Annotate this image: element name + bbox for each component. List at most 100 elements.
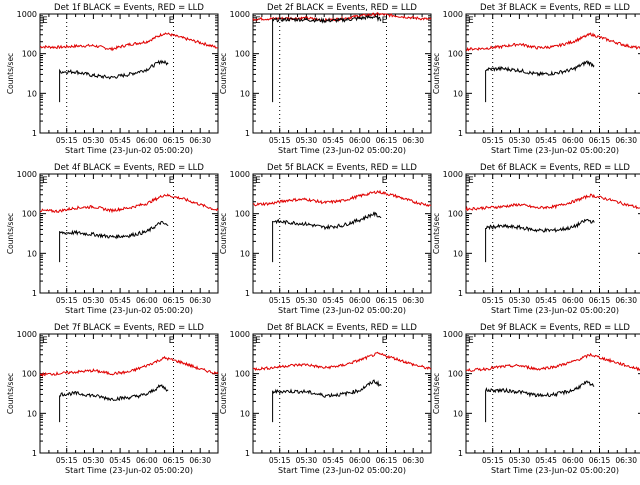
x-tick-label: 05:30 [83,456,105,465]
chart-title: Det 4f BLACK = Events, RED = LLD [54,163,204,173]
y-tick-label: 1 [245,129,250,138]
y-tick-label: 1 [32,449,37,458]
y-tick-label: 100 [235,370,250,379]
y-axis-label: Counts/sec [219,213,228,254]
flag-label: E [382,16,388,26]
y-tick-label: 100 [448,50,463,59]
x-axis-label: Start Time (23-Jun-02 05:00:20) [491,146,619,155]
x-tick-label: 06:00 [349,136,371,145]
x-axis-label: Start Time (23-Jun-02 05:00:20) [65,306,193,315]
events-series-line [272,379,382,423]
x-tick-label: 06:30 [615,136,637,145]
x-tick-label: 05:15 [482,456,504,465]
flag-label: E [169,176,175,186]
flag-label: E [468,176,474,186]
x-tick-label: 05:30 [296,296,318,305]
y-axis-label: Counts/sec [6,53,15,94]
y-tick-label: 10 [453,249,463,258]
chart-panel-9: Det 9f BLACK = Events, RED = LLD 1 10 100 10… [432,323,640,475]
y-tick-label: 10 [27,89,37,98]
chart-panel-3: Det 3f BLACK = Events, RED = LLD 1 10 100 10… [432,3,640,155]
y-tick-label: 100 [22,50,37,59]
x-tick-label: 05:15 [269,296,291,305]
y-axis-label: Counts/sec [219,373,228,414]
x-tick-label: 06:15 [163,456,185,465]
x-tick-label: 05:45 [322,296,344,305]
x-tick-label: 06:15 [163,296,185,305]
x-tick-label: 05:30 [83,136,105,145]
x-tick-label: 05:45 [322,136,344,145]
events-series-line [59,384,169,423]
x-tick-label: 06:30 [402,136,424,145]
y-axis-label: Counts/sec [432,213,441,254]
x-tick-label: 06:00 [136,456,158,465]
x-axis-label: Start Time (23-Jun-02 05:00:20) [65,146,193,155]
chart-panel-6: Det 6f BLACK = Events, RED = LLD 1 10 100 10… [432,163,640,315]
chart-panel-4: Det 4f BLACK = Events, RED = LLD 1 10 100 10… [6,163,219,315]
y-tick-label: 100 [22,210,37,219]
y-tick-label: 1 [458,129,463,138]
chart-title: Det 7f BLACK = Events, RED = LLD [54,323,204,333]
flag-label: E [42,336,48,346]
plot-frame [465,173,640,294]
chart-title: Det 6f BLACK = Events, RED = LLD [480,163,630,173]
x-tick-label: 05:30 [509,456,531,465]
flag-label: E [595,336,601,346]
plot-frame [252,173,432,294]
x-axis-label: Start Time (23-Jun-02 05:00:20) [491,306,619,315]
flag-label: E [468,16,474,26]
x-axis-label: Start Time (23-Jun-02 05:00:20) [278,466,406,475]
x-tick-label: 05:15 [56,296,78,305]
flag-label: E [42,16,48,26]
y-tick-label: 100 [235,50,250,59]
chart-title: Det 2f BLACK = Events, RED = LLD [267,3,417,13]
y-tick-label: 10 [240,89,250,98]
x-axis-label: Start Time (23-Jun-02 05:00:20) [278,146,406,155]
events-series-line [272,211,382,263]
y-tick-label: 1000 [443,10,463,19]
y-axis-label: Counts/sec [6,373,15,414]
lld-series-line [39,355,219,378]
x-tick-label: 06:00 [349,296,371,305]
plot-frame [465,13,640,134]
lld-series-line [465,193,640,212]
x-tick-label: 06:30 [189,296,211,305]
x-tick-label: 05:15 [269,456,291,465]
chart-title: Det 1f BLACK = Events, RED = LLD [54,3,204,13]
y-axis-label: Counts/sec [432,373,441,414]
x-tick-label: 06:00 [136,136,158,145]
x-tick-label: 06:15 [589,136,611,145]
events-series-line [485,380,595,423]
x-tick-label: 05:30 [509,136,531,145]
x-tick-label: 06:15 [376,136,398,145]
y-axis-label: Counts/sec [432,53,441,94]
x-tick-label: 05:45 [322,456,344,465]
chart-panel-1: Det 1f BLACK = Events, RED = LLD 1 10 100 10… [6,3,219,155]
x-tick-label: 06:30 [615,296,637,305]
y-tick-label: 10 [240,409,250,418]
y-tick-label: 10 [27,249,37,258]
x-tick-label: 06:30 [402,456,424,465]
y-tick-label: 1 [458,449,463,458]
x-tick-label: 05:30 [296,456,318,465]
x-tick-label: 06:00 [562,136,584,145]
flag-label: E [382,336,388,346]
y-tick-label: 1000 [17,170,37,179]
events-series-line [485,60,595,103]
y-tick-label: 100 [235,210,250,219]
chart-title: Det 9f BLACK = Events, RED = LLD [480,323,630,333]
flag-label: E [595,16,601,26]
flag-label: E [382,176,388,186]
x-tick-label: 06:15 [376,296,398,305]
x-tick-label: 06:15 [376,456,398,465]
y-tick-label: 1000 [17,330,37,339]
y-tick-label: 1000 [443,170,463,179]
y-tick-label: 1000 [443,330,463,339]
lld-series-line [252,351,432,372]
y-tick-label: 1000 [230,10,250,19]
chart-title: Det 5f BLACK = Events, RED = LLD [267,163,417,173]
x-tick-label: 05:45 [109,456,131,465]
x-tick-label: 06:00 [136,296,158,305]
plot-frame [252,13,432,134]
events-series-line [272,15,382,103]
